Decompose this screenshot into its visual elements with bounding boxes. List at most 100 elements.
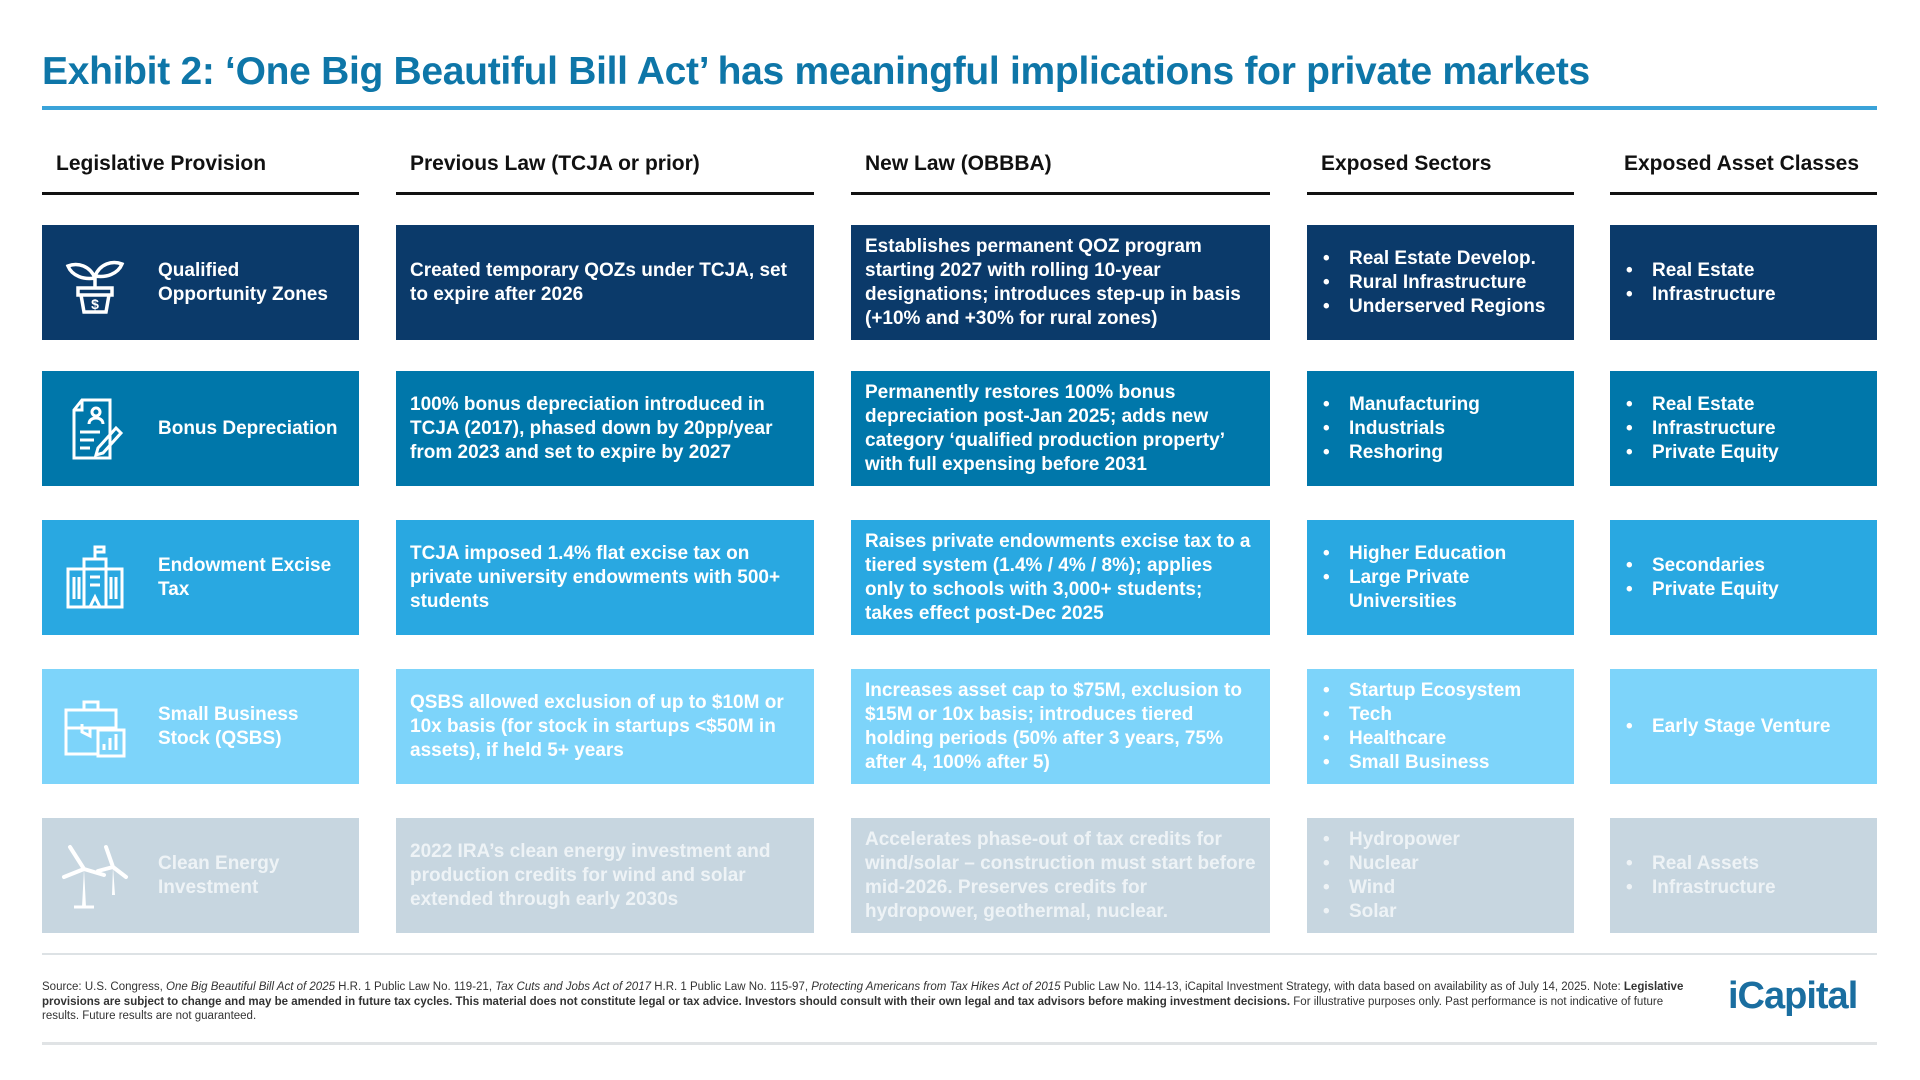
cell-new: Accelerates phase-out of tax credits for… [851, 818, 1270, 933]
cell-provision: Small Business Stock (QSBS) [42, 669, 359, 784]
list-item: Real Estate [1624, 393, 1779, 417]
cell-new: Permanently restores 100% bonus deprecia… [851, 371, 1270, 486]
cell-previous: 2022 IRA’s clean energy investment and p… [396, 818, 814, 933]
provision-label: Small Business Stock (QSBS) [158, 703, 299, 749]
footnote-citation: Tax Cuts and Jobs Act of 2017 [495, 981, 651, 993]
cell-provision: $ Qualified Opportunity Zones [42, 225, 359, 340]
cell-sectors: Higher EducationLarge Private Universiti… [1307, 520, 1574, 635]
cell-previous: QSBS allowed exclusion of up to $10M or … [396, 669, 814, 784]
list-item: Private Equity [1624, 441, 1779, 465]
list-item: Rural Infrastructure [1321, 271, 1545, 295]
sectors-list: HydropowerNuclearWindSolar [1321, 828, 1460, 924]
cell-previous: Created temporary QOZs under TCJA, set t… [396, 225, 814, 340]
list-item: Healthcare [1321, 727, 1521, 751]
column-header: Legislative Provision [42, 152, 359, 195]
title-divider [42, 106, 1877, 110]
list-item: Wind [1321, 876, 1460, 900]
footnote-citation: One Big Beautiful Bill Act of 2025 [166, 981, 335, 993]
previous-text: 100% bonus depreciation introduced in TC… [410, 393, 773, 463]
footer-divider [42, 953, 1877, 955]
list-item: Large Private Universities [1321, 566, 1570, 614]
new-text: Raises private endowments excise tax to … [865, 530, 1251, 624]
footnote-disclaimer: Legislative provisions are subject to ch… [42, 981, 1684, 1008]
icapital-logo: iCapital [1728, 975, 1858, 1017]
provision-label: Qualified Opportunity Zones [158, 259, 328, 305]
list-item: Hydropower [1321, 828, 1460, 852]
list-item: Nuclear [1321, 852, 1460, 876]
cell-provision: Bonus Depreciation [42, 371, 359, 486]
sectors-list: Startup EcosystemTechHealthcareSmall Bus… [1321, 679, 1521, 775]
university-building-icon [60, 543, 130, 613]
list-item: Secondaries [1624, 554, 1779, 578]
briefcase-chart-icon [60, 692, 130, 762]
list-item: Early Stage Venture [1624, 715, 1830, 739]
cell-new: Increases asset cap to $75M, exclusion t… [851, 669, 1270, 784]
provision-label: Endowment Excise Tax [158, 554, 332, 600]
provision-label: Clean Energy Investment [158, 852, 280, 898]
cell-new: Establishes permanent QOZ program starti… [851, 225, 1270, 340]
previous-text: QSBS allowed exclusion of up to $10M or … [410, 691, 784, 761]
cell-new: Raises private endowments excise tax to … [851, 520, 1270, 635]
bottom-divider [42, 1042, 1877, 1045]
footnote-text: Public Law No. 114-13, iCapital Investme… [1060, 981, 1624, 993]
list-item: Infrastructure [1624, 283, 1776, 307]
list-item: Startup Ecosystem [1321, 679, 1521, 703]
sectors-list: Real Estate Develop.Rural Infrastructure… [1321, 247, 1545, 319]
document-pen-icon [60, 394, 130, 464]
column-header: New Law (OBBBA) [851, 152, 1270, 195]
footnote-text: Source: U.S. Congress, [42, 981, 166, 993]
list-item: Solar [1321, 900, 1460, 924]
cell-assets: Real AssetsInfrastructure [1610, 818, 1877, 933]
column-header: Exposed Sectors [1307, 152, 1574, 195]
cell-provision: Clean Energy Investment [42, 818, 359, 933]
previous-text: TCJA imposed 1.4% flat excise tax on pri… [410, 542, 781, 612]
wind-turbine-icon [60, 841, 130, 911]
cell-previous: 100% bonus depreciation introduced in TC… [396, 371, 814, 486]
assets-list: Real AssetsInfrastructure [1624, 852, 1776, 900]
list-item: Higher Education [1321, 542, 1570, 566]
sectors-list: Higher EducationLarge Private Universiti… [1321, 542, 1570, 614]
list-item: Reshoring [1321, 441, 1480, 465]
new-text: Accelerates phase-out of tax credits for… [865, 828, 1256, 922]
new-text: Permanently restores 100% bonus deprecia… [865, 381, 1224, 475]
previous-text: Created temporary QOZs under TCJA, set t… [410, 259, 787, 305]
assets-list: Real EstateInfrastructurePrivate Equity [1624, 393, 1779, 465]
page-title: Exhibit 2: ‘One Big Beautiful Bill Act’ … [42, 50, 1590, 93]
cell-assets: Early Stage Venture [1610, 669, 1877, 784]
cell-assets: Real EstateInfrastructurePrivate Equity [1610, 371, 1877, 486]
list-item: Real Estate [1624, 259, 1776, 283]
footnote: Source: U.S. Congress, One Big Beautiful… [42, 980, 1702, 1024]
list-item: Infrastructure [1624, 876, 1776, 900]
svg-text:$: $ [91, 296, 99, 312]
assets-list: Early Stage Venture [1624, 715, 1830, 739]
list-item: Infrastructure [1624, 417, 1779, 441]
column-header: Previous Law (TCJA or prior) [396, 152, 814, 195]
cell-sectors: Startup EcosystemTechHealthcareSmall Bus… [1307, 669, 1574, 784]
cell-sectors: ManufacturingIndustrialsReshoring [1307, 371, 1574, 486]
list-item: Industrials [1321, 417, 1480, 441]
sectors-list: ManufacturingIndustrialsReshoring [1321, 393, 1480, 465]
footnote-citation: Protecting Americans from Tax Hikes Act … [811, 981, 1061, 993]
list-item: Real Assets [1624, 852, 1776, 876]
new-text: Increases asset cap to $75M, exclusion t… [865, 679, 1243, 773]
list-item: Private Equity [1624, 578, 1779, 602]
assets-list: Real EstateInfrastructure [1624, 259, 1776, 307]
list-item: Real Estate Develop. [1321, 247, 1545, 271]
cell-provision: Endowment Excise Tax [42, 520, 359, 635]
list-item: Manufacturing [1321, 393, 1480, 417]
footnote-text: H.R. 1 Public Law No. 119-21, [334, 981, 496, 993]
previous-text: 2022 IRA’s clean energy investment and p… [410, 840, 771, 910]
provision-label: Bonus Depreciation [158, 417, 338, 439]
cell-sectors: Real Estate Develop.Rural Infrastructure… [1307, 225, 1574, 340]
cell-assets: Real EstateInfrastructure [1610, 225, 1877, 340]
column-header: Exposed Asset Classes [1610, 152, 1877, 195]
assets-list: SecondariesPrivate Equity [1624, 554, 1779, 602]
new-text: Establishes permanent QOZ program starti… [865, 235, 1241, 329]
list-item: Small Business [1321, 751, 1521, 775]
list-item: Underserved Regions [1321, 295, 1545, 319]
cell-sectors: HydropowerNuclearWindSolar [1307, 818, 1574, 933]
cell-previous: TCJA imposed 1.4% flat excise tax on pri… [396, 520, 814, 635]
footnote-text: For illustrative purposes only. Past per… [42, 995, 1664, 1023]
footnote-text: H.R. 1 Public Law No. 115-97, [651, 981, 812, 993]
plant-dollar-pot-icon: $ [60, 248, 130, 318]
